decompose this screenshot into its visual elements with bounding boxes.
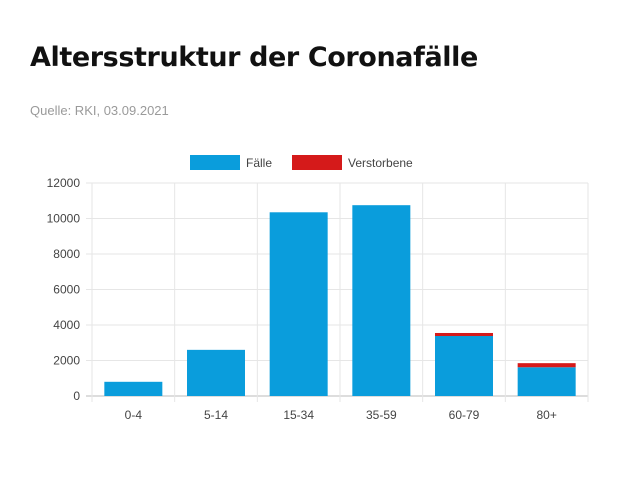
x-tick-label: 15-34	[283, 408, 314, 422]
y-tick-label: 2000	[53, 354, 80, 368]
x-tick-label: 0-4	[125, 408, 143, 422]
faelle-bar	[187, 349, 245, 396]
legend-label-faelle: Fälle	[246, 156, 272, 170]
x-tick-label: 80+	[536, 408, 556, 422]
faelle-bar	[517, 367, 576, 396]
x-tick-label: 60-79	[449, 408, 480, 422]
legend-swatch-faelle	[190, 155, 240, 170]
faelle-bar	[269, 212, 328, 396]
verstorbene-bar	[435, 332, 493, 337]
faelle-bar	[352, 205, 411, 396]
y-tick-label: 6000	[53, 283, 80, 297]
chart-source: Quelle: RKI, 03.09.2021	[30, 103, 169, 118]
chart-title: Altersstruktur der Coronafälle	[30, 42, 478, 73]
y-tick-label: 12000	[47, 176, 81, 190]
faelle-bar	[104, 381, 163, 396]
verstorbene-bar	[517, 363, 576, 368]
faelle-bar	[435, 336, 493, 396]
y-tick-label: 8000	[53, 247, 80, 261]
legend-label-verstorbene: Verstorbene	[348, 156, 413, 170]
y-tick-label: 10000	[47, 212, 81, 226]
x-tick-label: 5-14	[204, 408, 228, 422]
legend-swatch-verstorbene	[292, 155, 342, 170]
y-tick-label: 0	[73, 389, 80, 403]
x-tick-label: 35-59	[366, 408, 397, 422]
y-tick-label: 4000	[53, 318, 80, 332]
